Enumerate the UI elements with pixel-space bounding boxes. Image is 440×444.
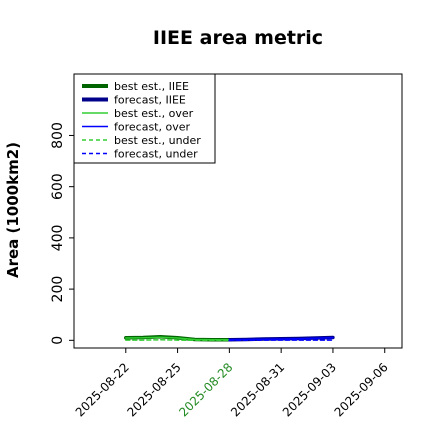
y-tick-label: 0 [50,336,66,345]
x-tick-label: 2025-08-22 [73,360,132,419]
legend-label: best est., under [114,134,201,147]
legend-label: best est., over [114,107,194,120]
x-tick-label: 2025-08-25 [125,360,184,419]
legend-label: forecast, IIEE [114,94,186,107]
y-tick-label: 800 [50,122,66,149]
legend-label: forecast, under [114,148,198,161]
y-axis-label: Area (1000km2) [4,142,22,278]
x-tick-label: 2025-08-28 [176,360,235,419]
y-tick-label: 600 [50,173,66,200]
series-line-5 [126,340,230,341]
x-tick-label: 2025-09-03 [280,360,339,419]
legend-label: forecast, over [114,121,190,134]
x-tick-label: 2025-09-06 [332,360,391,419]
legend-label: best est., IIEE [114,80,189,93]
y-tick-label: 400 [50,225,66,252]
plot-area [126,337,333,341]
chart-title: IIEE area metric [153,27,323,49]
y-tick-label: 200 [50,276,66,303]
x-tick-label: 2025-08-31 [228,360,287,419]
